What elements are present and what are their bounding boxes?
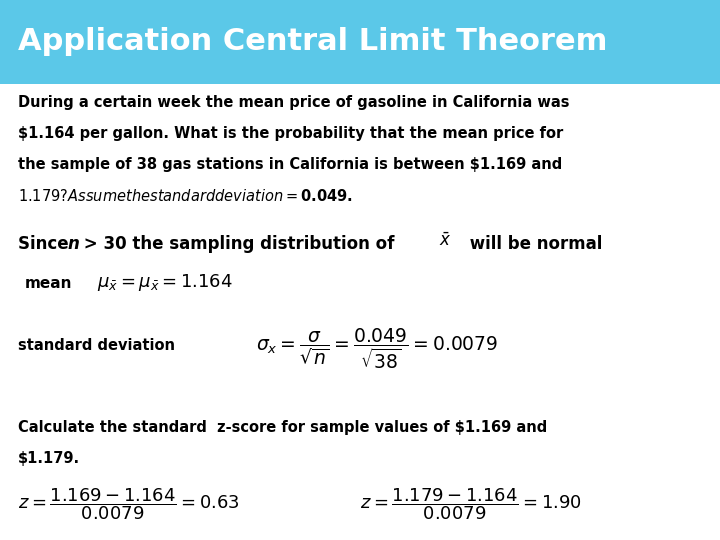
Text: mean: mean: [25, 276, 73, 292]
Text: n: n: [68, 235, 79, 253]
Text: $\bar{x}$: $\bar{x}$: [439, 232, 451, 250]
Text: Application Central Limit Theorem: Application Central Limit Theorem: [18, 28, 608, 56]
Text: $z = \dfrac{1.179 - 1.164}{0.0079} = 1.90$: $z = \dfrac{1.179 - 1.164}{0.0079} = 1.9…: [360, 486, 582, 522]
Text: standard deviation: standard deviation: [18, 338, 175, 353]
Text: $1.164 per gallon. What is the probability that the mean price for: $1.164 per gallon. What is the probabili…: [18, 126, 563, 141]
Text: $1.179.: $1.179.: [18, 451, 80, 467]
Text: will be normal: will be normal: [464, 235, 603, 253]
Text: the sample of 38 gas stations in California is between $1.169 and: the sample of 38 gas stations in Califor…: [18, 157, 562, 172]
Text: $\mu_{\bar{x}} = \mu_{\bar{x}} = 1.164$: $\mu_{\bar{x}} = \mu_{\bar{x}} = 1.164$: [97, 272, 233, 293]
Text: Since: Since: [18, 235, 74, 253]
Text: $z = \dfrac{1.169 - 1.164}{0.0079} = 0.63$: $z = \dfrac{1.169 - 1.164}{0.0079} = 0.6…: [18, 486, 240, 522]
Text: $\sigma_x = \dfrac{\sigma}{\sqrt{n}} = \dfrac{0.049}{\sqrt{38}} = 0.0079$: $\sigma_x = \dfrac{\sigma}{\sqrt{n}} = \…: [256, 327, 498, 371]
Text: During a certain week the mean price of gasoline in California was: During a certain week the mean price of …: [18, 94, 570, 110]
FancyBboxPatch shape: [0, 0, 720, 84]
Text: > 30 the sampling distribution of: > 30 the sampling distribution of: [78, 235, 400, 253]
Text: $1.179? Assume the standard deviation = $0.049.: $1.179? Assume the standard deviation = …: [18, 188, 353, 205]
Text: Calculate the standard  z-score for sample values of $1.169 and: Calculate the standard z-score for sampl…: [18, 420, 547, 435]
